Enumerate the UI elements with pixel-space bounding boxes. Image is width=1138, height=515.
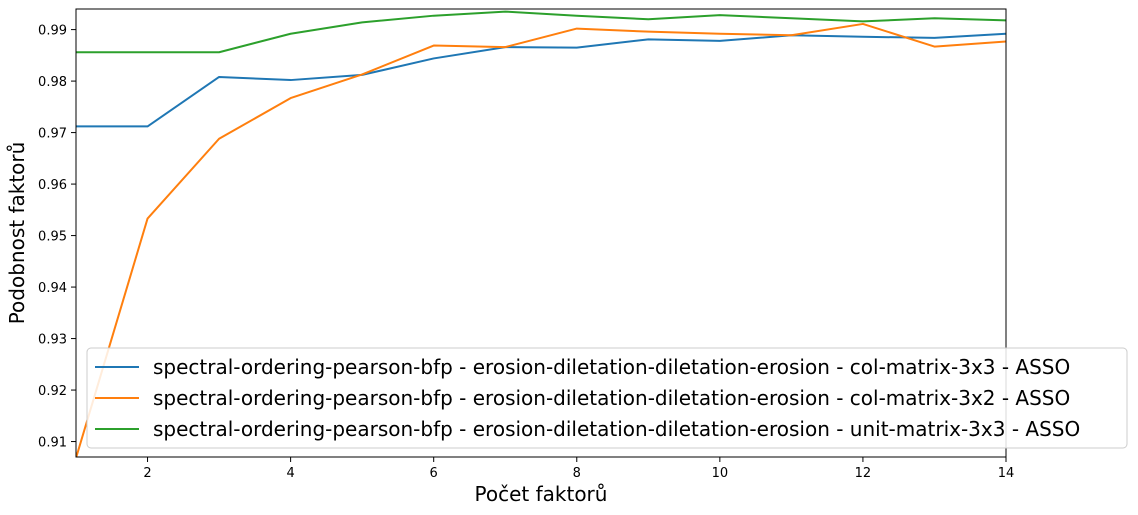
x-tick-label: 8 <box>573 466 581 481</box>
legend-entry: spectral-ordering-pearson-bfp - erosion-… <box>153 417 1080 441</box>
y-tick-label: 0.91 <box>38 436 67 451</box>
y-tick-label: 0.99 <box>38 24 67 39</box>
legend-box <box>86 347 1128 449</box>
legend: spectral-ordering-pearson-bfp - erosion-… <box>86 347 1128 449</box>
y-tick-label: 0.96 <box>38 178 67 193</box>
legend-entry: spectral-ordering-pearson-bfp - erosion-… <box>153 386 1070 410</box>
legend-entry: spectral-ordering-pearson-bfp - erosion-… <box>153 355 1070 379</box>
plot-frame <box>75 8 1007 458</box>
x-tick-label: 14 <box>998 466 1015 481</box>
y-axis-label: Podobnost faktorů <box>5 142 29 325</box>
series-line-3 <box>76 10 1006 54</box>
y-tick-label: 0.92 <box>38 384 67 399</box>
y-tick-label: 0.94 <box>38 281 67 296</box>
series-line-2 <box>76 22 1006 457</box>
x-tick-label: 10 <box>712 466 729 481</box>
y-tick-label: 0.97 <box>38 127 67 142</box>
series-line-1 <box>76 32 1006 128</box>
x-tick-label: 4 <box>286 466 294 481</box>
x-tick-label: 2 <box>143 466 151 481</box>
y-axis: 0.91 0.92 0.93 0.94 0.95 0.96 0.97 0.98 0.99 <box>38 24 76 451</box>
y-tick-label: 0.93 <box>38 333 67 348</box>
plot-area <box>76 10 1006 457</box>
x-tick-label: 6 <box>430 466 438 481</box>
x-axis: 2 4 6 8 10 12 14 <box>143 457 1014 481</box>
x-axis-label: Počet faktorů <box>475 482 608 506</box>
y-tick-label: 0.95 <box>38 230 67 245</box>
x-tick-label: 12 <box>855 466 872 481</box>
y-tick-label: 0.98 <box>38 75 67 90</box>
